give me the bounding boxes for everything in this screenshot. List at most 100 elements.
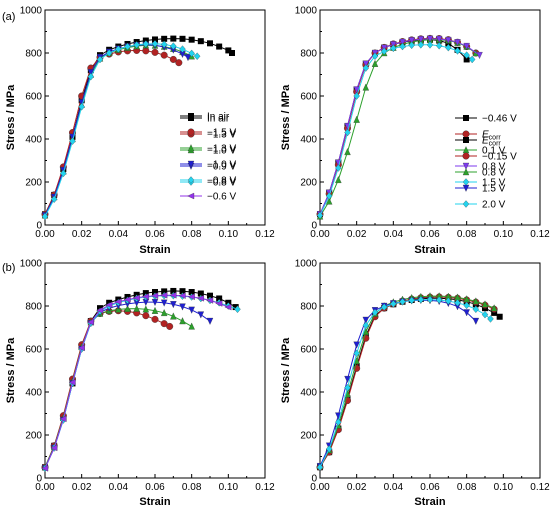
x-tick-label: 0.02 bbox=[72, 229, 92, 240]
data-point bbox=[399, 42, 406, 51]
y-tick-label: 0 bbox=[36, 221, 42, 232]
series-0.8-v bbox=[316, 292, 498, 470]
data-point bbox=[491, 309, 498, 316]
legend-label: 0.8 V bbox=[482, 162, 506, 173]
chart-panel-a-left: 0.00 0.02 0.04 0.06 0.08 0.10 0.12 0 200 400 600 80… bbox=[5, 6, 275, 257]
y-tick-label: 800 bbox=[300, 302, 317, 313]
x-tick-label: 0.10 bbox=[219, 482, 239, 493]
data-point bbox=[454, 39, 461, 47]
data-point bbox=[59, 415, 67, 423]
legend-entry: 2.0 V bbox=[455, 200, 506, 211]
data-point bbox=[166, 322, 174, 330]
data-point bbox=[179, 303, 186, 311]
data-point bbox=[454, 47, 461, 55]
legend-marker bbox=[187, 160, 195, 168]
legend-marker bbox=[187, 128, 195, 136]
y-tick-label: 400 bbox=[300, 388, 317, 399]
y-tick-label: 600 bbox=[300, 345, 317, 356]
data-point bbox=[362, 321, 370, 330]
y-tick-label: 800 bbox=[300, 49, 317, 60]
data-point bbox=[170, 42, 177, 50]
data-point bbox=[160, 292, 168, 299]
data-point bbox=[96, 307, 104, 314]
x-tick-label: 0.08 bbox=[182, 482, 202, 493]
x-axis-label: Strain bbox=[414, 244, 445, 256]
data-point bbox=[69, 137, 76, 145]
series-line bbox=[319, 39, 468, 215]
data-point bbox=[362, 64, 370, 72]
legend-entry: −1.0 V bbox=[180, 160, 237, 171]
data-point bbox=[151, 48, 159, 56]
data-point bbox=[188, 36, 195, 43]
data-point bbox=[362, 83, 370, 91]
legend-label: In air bbox=[207, 114, 230, 125]
y-tick-label: 200 bbox=[300, 431, 317, 442]
data-point bbox=[197, 38, 204, 45]
data-point bbox=[196, 295, 204, 302]
series--0.8-v bbox=[41, 40, 201, 221]
data-point bbox=[151, 306, 159, 314]
data-point bbox=[417, 41, 425, 49]
data-point bbox=[179, 288, 186, 295]
x-tick-label: 0.00 bbox=[310, 229, 330, 240]
data-point bbox=[463, 309, 470, 317]
data-point bbox=[371, 52, 379, 60]
data-point bbox=[169, 292, 177, 299]
data-point bbox=[78, 103, 85, 111]
data-point bbox=[124, 304, 131, 312]
series-in-air bbox=[42, 35, 235, 218]
series--1.0-v bbox=[41, 298, 214, 473]
data-point bbox=[41, 212, 49, 221]
y-tick-label: 1000 bbox=[295, 259, 318, 270]
y-tick-label: 400 bbox=[25, 135, 42, 146]
data-point bbox=[193, 52, 201, 60]
legend-marker bbox=[462, 130, 470, 138]
data-point bbox=[86, 318, 94, 326]
data-point bbox=[188, 49, 195, 58]
data-point bbox=[142, 312, 150, 320]
legend-label: −1.5 V bbox=[207, 128, 237, 139]
data-point bbox=[435, 296, 443, 304]
chart-panel-a-right: 0.00 0.02 0.04 0.06 0.08 0.10 0.12 0 200 400 600 80… bbox=[280, 6, 550, 257]
series-0.8-v bbox=[316, 35, 483, 219]
series--0.9-v bbox=[41, 41, 192, 220]
series-line bbox=[319, 295, 495, 467]
y-tick-label: 600 bbox=[300, 92, 317, 103]
legend-label: 2.0 V bbox=[482, 200, 506, 211]
y-tick-label: 400 bbox=[25, 388, 42, 399]
legend-marker bbox=[188, 113, 194, 119]
x-tick-label: 0.04 bbox=[109, 482, 129, 493]
data-point bbox=[50, 444, 58, 452]
data-point bbox=[114, 298, 122, 305]
x-tick-label: 0.12 bbox=[530, 229, 550, 240]
data-point bbox=[472, 317, 480, 325]
data-point bbox=[232, 304, 239, 311]
panel-label-b: (b) bbox=[2, 262, 15, 274]
data-point bbox=[170, 301, 177, 309]
legend-label: −1.3 V bbox=[207, 144, 237, 155]
x-tick-label: 0.12 bbox=[255, 229, 275, 240]
data-point bbox=[105, 301, 113, 309]
x-tick-label: 0.00 bbox=[35, 229, 55, 240]
y-tick-label: 0 bbox=[311, 474, 317, 485]
data-point bbox=[454, 299, 461, 307]
data-point bbox=[408, 296, 415, 305]
y-tick-label: 600 bbox=[25, 92, 42, 103]
y-tick-label: 600 bbox=[25, 345, 42, 356]
legend-label: −0.8 V bbox=[207, 178, 237, 189]
series-line bbox=[319, 299, 491, 468]
x-tick-label: 0.02 bbox=[72, 482, 92, 493]
data-point bbox=[188, 289, 195, 296]
legend-marker bbox=[462, 178, 470, 186]
data-point bbox=[463, 51, 470, 59]
legend-marker bbox=[463, 137, 469, 143]
data-point bbox=[152, 289, 158, 296]
legend-marker bbox=[462, 200, 470, 208]
data-point bbox=[161, 35, 168, 42]
legend-entry: −1.3 V bbox=[180, 144, 237, 155]
x-tick-label: 0.06 bbox=[145, 229, 165, 240]
x-tick-label: 0.02 bbox=[347, 229, 367, 240]
data-point bbox=[142, 305, 150, 313]
legend-entry: 0.8 V bbox=[455, 168, 506, 179]
x-tick-label: 0.10 bbox=[494, 482, 514, 493]
